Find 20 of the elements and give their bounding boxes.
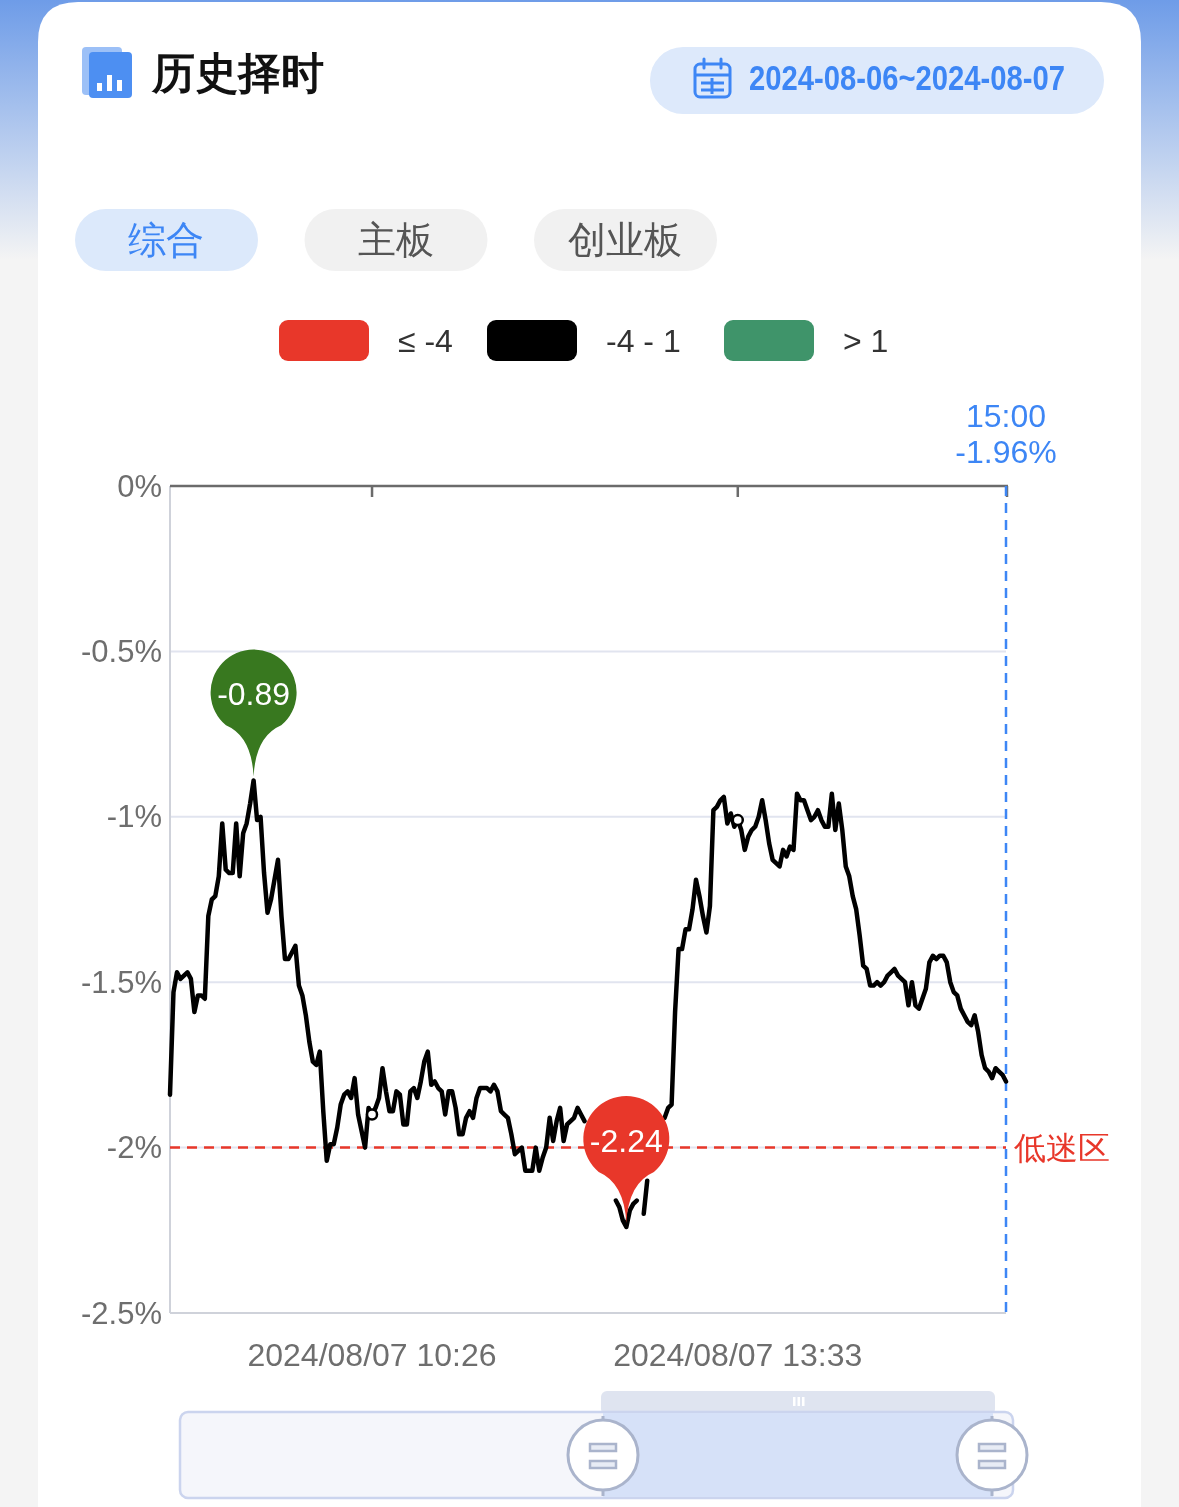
y-tick-label: 0% (117, 468, 162, 504)
chart-subtitle: 2024-08-06~2024-08-07 (749, 58, 1128, 97)
y-tick-label: -1% (106, 799, 162, 835)
y-tick-label: -0.5% (81, 633, 162, 669)
x-tick-label: 2024/08/07 13:33 (613, 1337, 863, 1373)
legend-label: -4 - 1 (606, 323, 681, 359)
legend-label: ≤ -4 (398, 323, 453, 359)
text: 15:00 -1.96% (955, 398, 1057, 470)
text: 创业板 (568, 219, 682, 261)
annotation: -0.89 (217, 676, 291, 713)
y-tick-label: -1.5% (81, 964, 162, 1000)
text: 综合 (128, 219, 204, 261)
text: 主板 (357, 219, 434, 261)
chart-title: 历史择时 (151, 49, 324, 97)
y-tick-label: -2.5% (81, 1295, 162, 1331)
ref-line-label: 低迷区 (1014, 1129, 1110, 1166)
x-tick-label: 2024/08/07 10:26 (247, 1337, 497, 1373)
annotation: -2.24 (589, 1122, 663, 1159)
legend-label: > 1 (843, 323, 889, 359)
y-tick-label: -2% (106, 1130, 162, 1166)
